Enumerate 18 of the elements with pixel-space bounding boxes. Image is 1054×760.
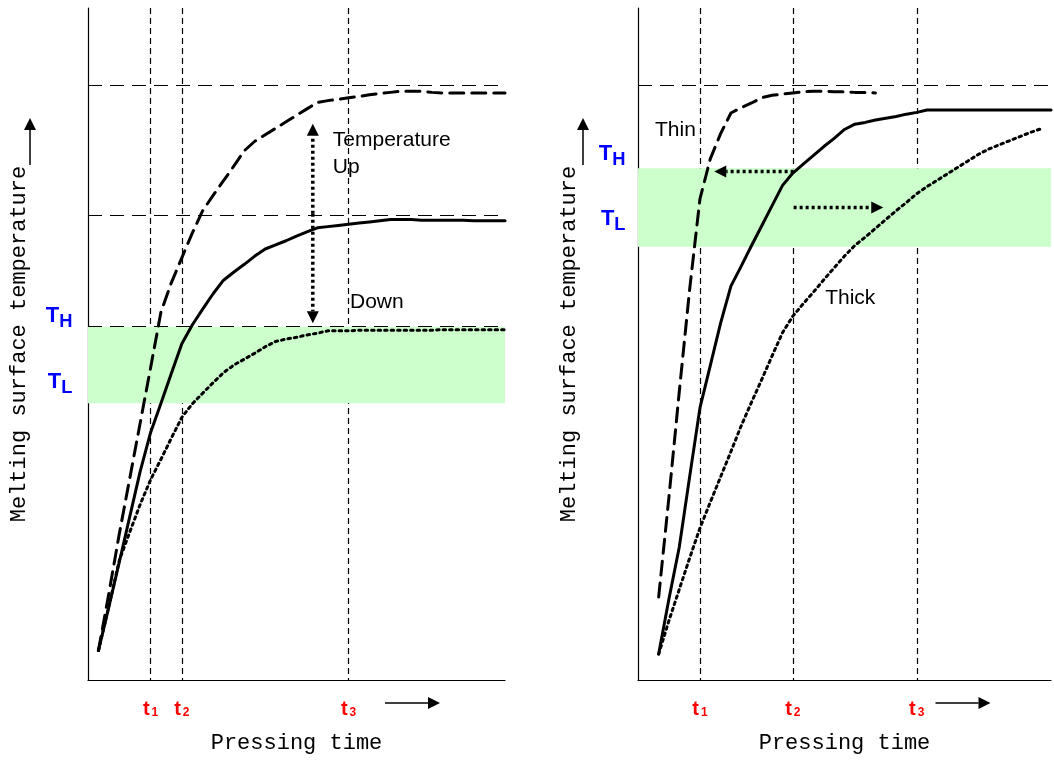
annotation: Temperature Up xyxy=(332,125,452,179)
text: T$_{L}$ xyxy=(600,204,626,235)
annotation: Thin xyxy=(655,115,697,142)
annotation: Thick xyxy=(825,283,877,310)
text: T$_{H}$ xyxy=(45,301,73,333)
x-axis-title: Pressing time xyxy=(758,730,931,756)
x-tick-label: t1 xyxy=(692,697,708,719)
y-axis-title: Melting surface temperature xyxy=(6,165,32,523)
y-axis-title: Melting surface temperature xyxy=(556,165,582,523)
text: T$_{L}$ xyxy=(47,367,73,399)
annotation: Down xyxy=(350,287,405,314)
x-tick-label: t2 xyxy=(174,697,190,719)
x-tick-label: t3 xyxy=(909,697,925,719)
text: T$_{H}$ xyxy=(598,139,626,171)
x-tick-label: t2 xyxy=(785,697,801,719)
x-tick-label: t3 xyxy=(340,697,357,719)
x-tick-label: t1 xyxy=(142,697,159,719)
x-axis-title: Pressing time xyxy=(210,730,383,756)
